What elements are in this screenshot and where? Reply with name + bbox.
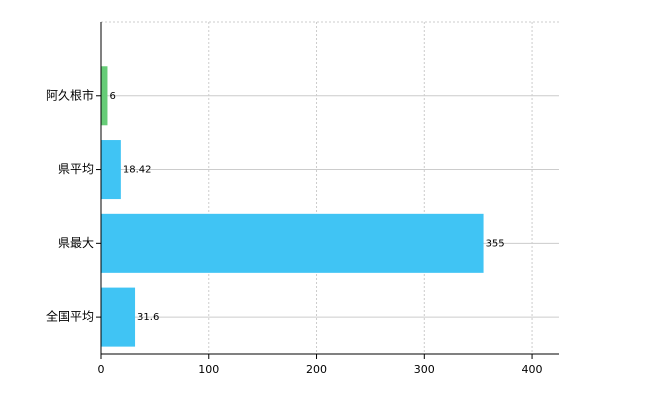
x-tick-label: 300 bbox=[414, 363, 435, 376]
bar bbox=[101, 140, 121, 200]
y-tick-label: 県平均 bbox=[58, 162, 94, 176]
x-tick-label: 400 bbox=[522, 363, 543, 376]
value-label: 31.6 bbox=[137, 312, 159, 323]
y-tick-label: 全国平均 bbox=[46, 309, 94, 324]
value-label: 18.42 bbox=[123, 165, 152, 176]
value-label: 6 bbox=[109, 91, 115, 102]
x-tick-label: 200 bbox=[306, 363, 327, 376]
y-tick-label: 阿久根市 bbox=[46, 87, 94, 102]
bar bbox=[101, 287, 136, 347]
y-tick-label: 県最大 bbox=[58, 236, 94, 250]
bar bbox=[101, 213, 484, 273]
x-tick-label: 100 bbox=[198, 363, 219, 376]
x-tick-label: 0 bbox=[98, 363, 105, 376]
bar bbox=[101, 66, 108, 126]
value-label: 355 bbox=[486, 238, 505, 249]
